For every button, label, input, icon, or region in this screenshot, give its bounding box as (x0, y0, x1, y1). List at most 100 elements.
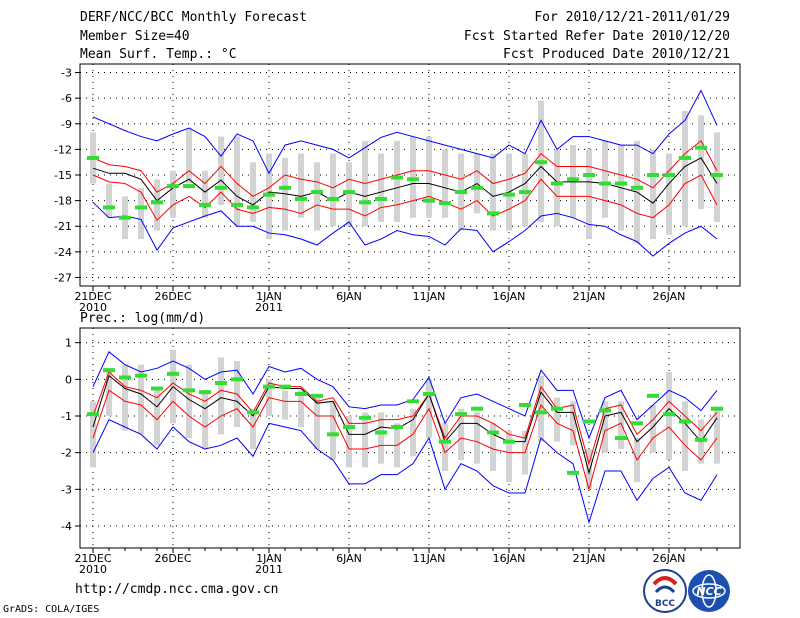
observation-mark (167, 371, 179, 376)
x-tick-label: 11JAN (413, 552, 446, 565)
range-bar (394, 140, 400, 222)
range-bar (90, 401, 96, 468)
observation-mark (695, 437, 707, 442)
y-tick-label: -21 (54, 220, 72, 233)
observation-mark (231, 202, 243, 207)
y-tick-label: -18 (54, 195, 72, 208)
x-tick-year-label: 2010 (79, 301, 107, 314)
bcc-logo: BCC (643, 569, 687, 613)
y-tick-label: -3 (61, 67, 72, 80)
ensemble-lower-line (92, 174, 718, 222)
range-bar (106, 183, 112, 218)
ensemble-max-line (92, 89, 718, 175)
ncc-logo: NCC (688, 570, 730, 612)
observation-mark (535, 410, 547, 415)
observation-mark (583, 419, 595, 424)
range-bar (602, 140, 608, 218)
plot-frame (79, 327, 741, 549)
x-tick-label: 26JAN (653, 552, 686, 565)
observation-mark (599, 408, 611, 413)
range-bar (330, 401, 336, 460)
observation-mark (487, 430, 499, 435)
range-bar (250, 408, 256, 449)
observation-mark (151, 386, 163, 391)
svg-text:BCC: BCC (655, 599, 675, 609)
observation-mark (407, 177, 419, 182)
observation-mark (375, 430, 387, 435)
range-bar (714, 132, 720, 222)
observation-mark (151, 200, 163, 205)
observation-mark (215, 381, 227, 385)
observation-mark (103, 368, 115, 373)
range-bar (138, 187, 144, 240)
ensemble-upper-line (92, 140, 718, 197)
observation-mark (503, 192, 515, 197)
y-tick-label: -2 (61, 447, 72, 460)
member-size: Member Size=40 (80, 29, 190, 44)
observation-mark (247, 205, 259, 210)
forecast-produced-date: Fcst Produced Date 2010/12/21 (503, 47, 730, 62)
x-tick-label: 6JAN (336, 552, 362, 565)
observation-mark (279, 384, 291, 389)
chart-title: DERF/NCC/BCC Monthly Forecast (80, 10, 307, 25)
observation-mark (343, 425, 355, 429)
x-tick-label: 21JAN (573, 552, 606, 565)
precipitation-variable-label: Prec.: log(mm/d) (80, 311, 205, 326)
x-tick-label: 26JAN (653, 290, 686, 303)
range-bar (538, 375, 544, 442)
observation-mark (375, 196, 387, 201)
range-bar (378, 412, 384, 464)
observation-mark (647, 173, 659, 177)
observation-mark (519, 403, 531, 407)
observation-mark (551, 406, 563, 411)
observation-mark (135, 373, 147, 378)
observation-mark (311, 190, 323, 195)
observation-mark (103, 205, 115, 210)
range-bar (442, 423, 448, 471)
observation-mark (199, 202, 211, 207)
range-bar (554, 149, 560, 227)
observation-mark (455, 190, 467, 195)
observation-mark (663, 412, 675, 417)
range-bar (186, 364, 192, 438)
range-bar (602, 401, 608, 453)
forecast-period: For 2010/12/21-2011/01/29 (534, 10, 730, 25)
y-tick-label: -27 (54, 271, 72, 284)
range-bar (570, 401, 576, 446)
range-bar (586, 149, 592, 240)
observation-mark (311, 393, 323, 398)
range-bar (666, 153, 672, 235)
range-bar (298, 390, 304, 427)
grads-credit: GrADS: COLA/IGES (3, 604, 100, 615)
x-tick-label: 26DEC (154, 552, 191, 565)
range-bar (314, 162, 320, 231)
range-bar (154, 386, 160, 446)
x-tick-label: 11JAN (413, 290, 446, 303)
range-bar (122, 364, 128, 431)
observation-mark (567, 177, 579, 182)
range-bar (618, 401, 624, 449)
range-bar (522, 153, 528, 227)
observation-mark (423, 198, 435, 203)
footer-url[interactable]: http://cmdp.ncc.cma.gov.cn (75, 582, 279, 597)
x-tick-label: 21DEC (74, 290, 111, 303)
observation-mark (359, 415, 371, 420)
observation-mark (279, 185, 291, 190)
range-bar (410, 136, 416, 218)
x-tick-label: 21DEC (74, 552, 111, 565)
range-bar (314, 394, 320, 449)
range-bar (698, 115, 704, 210)
forecast-started-date: Fcst Started Refer Date 2010/12/20 (463, 29, 730, 44)
ensemble-lower-line (92, 389, 718, 492)
observation-mark (615, 181, 627, 186)
observation-mark (87, 412, 99, 417)
observation-mark (631, 185, 643, 190)
observation-mark (327, 196, 339, 201)
observation-mark (711, 173, 723, 177)
observation-mark (471, 185, 483, 190)
observation-mark (215, 185, 227, 190)
y-tick-label: -6 (61, 92, 72, 105)
